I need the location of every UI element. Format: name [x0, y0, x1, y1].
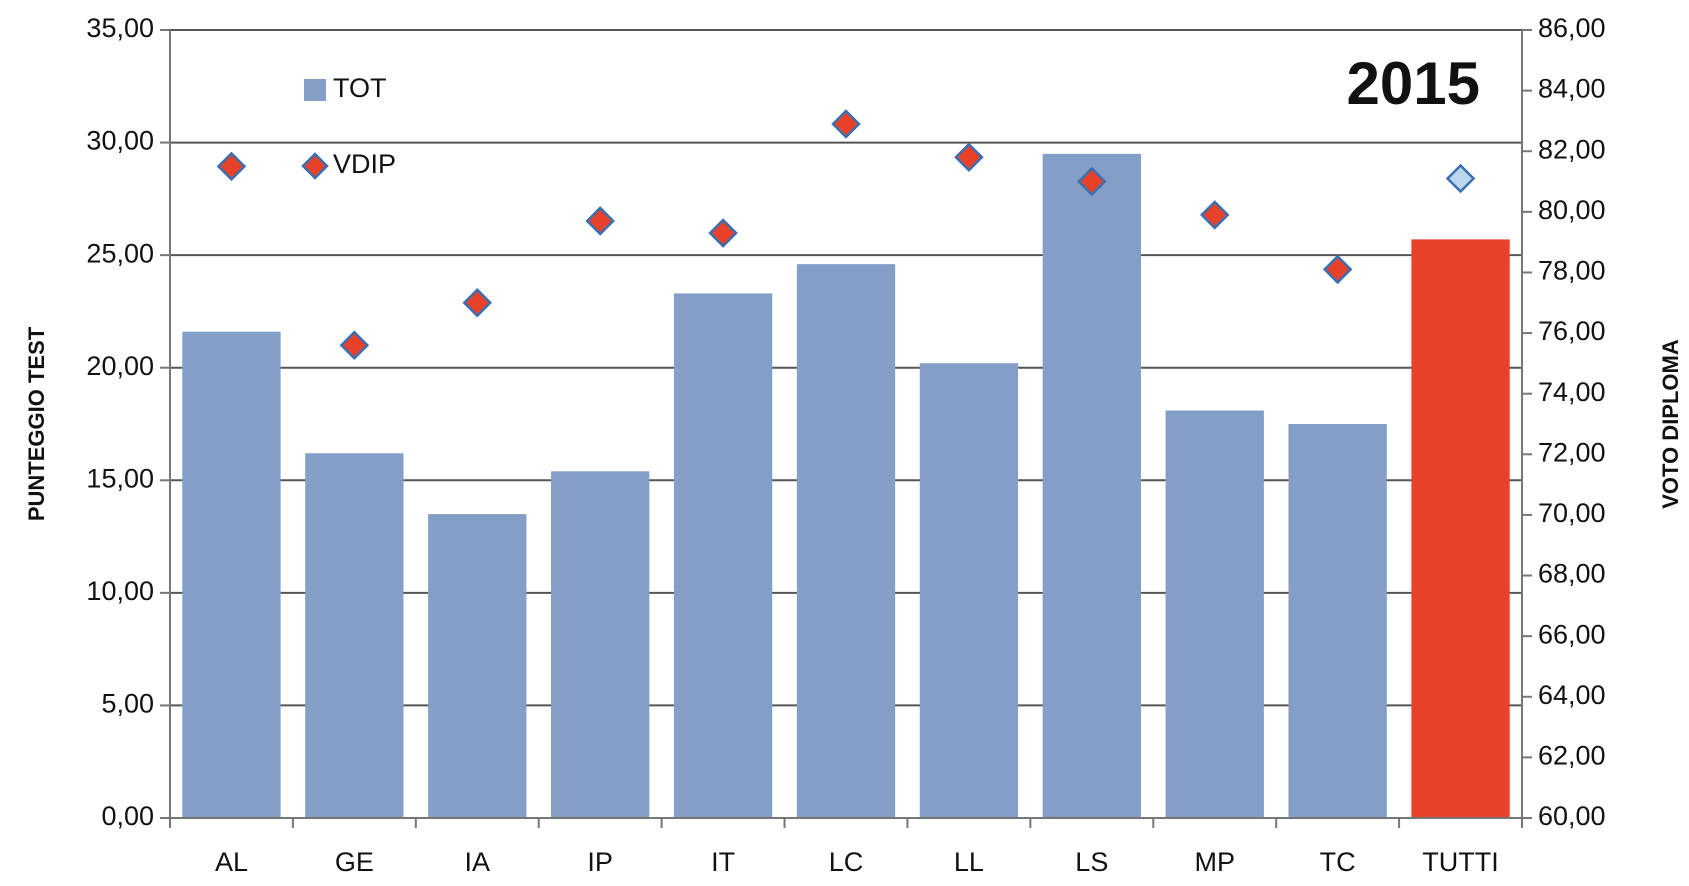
y-tick-label: 30,00	[86, 126, 154, 156]
legend-label: TOT	[333, 73, 387, 103]
bar	[1288, 424, 1387, 818]
x-tick-label: LC	[829, 847, 864, 877]
marker	[831, 109, 861, 139]
y-tick-label: 20,00	[86, 351, 154, 381]
x-tick-label: AL	[215, 847, 248, 877]
marker	[1199, 200, 1230, 230]
y2-tick-label: 66,00	[1538, 619, 1606, 649]
y2-tick-label: 78,00	[1538, 256, 1606, 286]
y-tick-label: 25,00	[86, 238, 154, 268]
y-tick-label: 10,00	[86, 576, 154, 606]
bar	[182, 331, 281, 818]
y2-tick-label: 68,00	[1538, 559, 1606, 589]
marker	[1077, 166, 1107, 197]
x-tick-label: LS	[1075, 847, 1108, 877]
y2-tick-label: 82,00	[1538, 134, 1606, 164]
bar	[1165, 410, 1264, 818]
x-tick-label: IT	[711, 847, 735, 877]
y2-tick-label: 76,00	[1538, 316, 1606, 346]
y-tick-label: 5,00	[101, 689, 154, 719]
marker	[216, 151, 247, 182]
legend-swatch	[301, 152, 329, 180]
marker	[1445, 163, 1476, 194]
bar	[919, 363, 1019, 818]
y2-tick-label: 86,00	[1538, 13, 1606, 43]
y2-tick-label: 60,00	[1538, 801, 1606, 831]
marker	[1322, 254, 1353, 285]
bar	[428, 514, 527, 818]
bar	[551, 471, 650, 818]
y2-tick-label: 84,00	[1538, 74, 1606, 104]
y2-tick-label: 72,00	[1538, 437, 1606, 467]
y2-tick-label: 62,00	[1538, 741, 1606, 771]
x-tick-label: MP	[1194, 847, 1235, 877]
marker	[339, 330, 370, 360]
marker	[708, 218, 738, 248]
bar	[673, 293, 773, 819]
bar	[1042, 153, 1141, 819]
legend-swatch	[304, 79, 326, 101]
annotation: 2015	[1347, 50, 1480, 117]
y-tick-label: 35,00	[86, 13, 154, 43]
legend-label: VDIP	[333, 149, 396, 179]
y2-tick-label: 64,00	[1538, 680, 1606, 710]
bar	[796, 264, 896, 818]
y-tick-label: 15,00	[86, 463, 154, 493]
x-tick-label: GE	[335, 847, 374, 877]
x-tick-label: TC	[1320, 847, 1356, 877]
x-tick-label: TUTTI	[1422, 847, 1498, 877]
marker	[954, 142, 984, 173]
bar	[305, 453, 404, 818]
y2-tick-label: 74,00	[1538, 377, 1606, 407]
y-tick-label: 0,00	[101, 801, 154, 831]
y2-tick-label: 80,00	[1538, 195, 1606, 225]
y2-tick-label: 70,00	[1538, 498, 1606, 528]
y2-axis-title: VOTO DIPLOMA	[1658, 339, 1683, 509]
marker	[462, 288, 493, 318]
x-tick-label: LL	[954, 847, 984, 877]
x-tick-label: IP	[587, 847, 613, 877]
x-tick-label: IA	[465, 847, 491, 877]
bar	[1411, 239, 1510, 818]
y-axis-title: PUNTEGGIO TEST	[24, 326, 49, 521]
marker	[585, 206, 615, 236]
